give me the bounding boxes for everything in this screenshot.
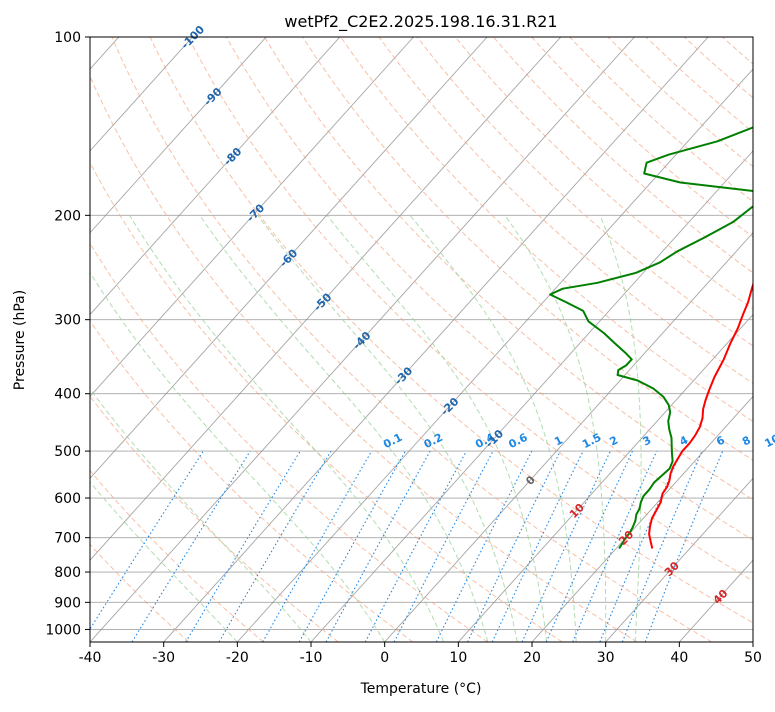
x-tick-label: 20 bbox=[523, 650, 541, 666]
y-tick-label: 700 bbox=[54, 531, 81, 547]
y-tick-label: 1000 bbox=[45, 622, 81, 638]
x-tick-label: 10 bbox=[449, 650, 467, 666]
x-tick-label: -30 bbox=[152, 650, 175, 666]
chart-title: wetPf2_C2E2.2025.198.16.31.R21 bbox=[284, 12, 557, 32]
x-tick-label: -40 bbox=[79, 650, 102, 666]
x-tick-label: -10 bbox=[300, 650, 323, 666]
x-tick-label: 50 bbox=[744, 650, 762, 666]
x-tick-label: 40 bbox=[670, 650, 688, 666]
y-tick-label: 900 bbox=[54, 595, 81, 611]
y-tick-label: 500 bbox=[54, 444, 81, 460]
x-tick-label: -20 bbox=[226, 650, 249, 666]
y-tick-label: 800 bbox=[54, 565, 81, 581]
x-axis-label: Temperature (°C) bbox=[360, 681, 482, 697]
y-tick-label: 300 bbox=[54, 313, 81, 329]
y-tick-label: 400 bbox=[54, 387, 81, 403]
y-tick-label: 100 bbox=[54, 30, 81, 46]
y-axis-label: Pressure (hPa) bbox=[12, 290, 28, 390]
x-tick-label: 0 bbox=[380, 650, 389, 666]
y-tick-label: 200 bbox=[54, 208, 81, 224]
y-tick-label: 600 bbox=[54, 491, 81, 507]
x-tick-label: 30 bbox=[597, 650, 615, 666]
